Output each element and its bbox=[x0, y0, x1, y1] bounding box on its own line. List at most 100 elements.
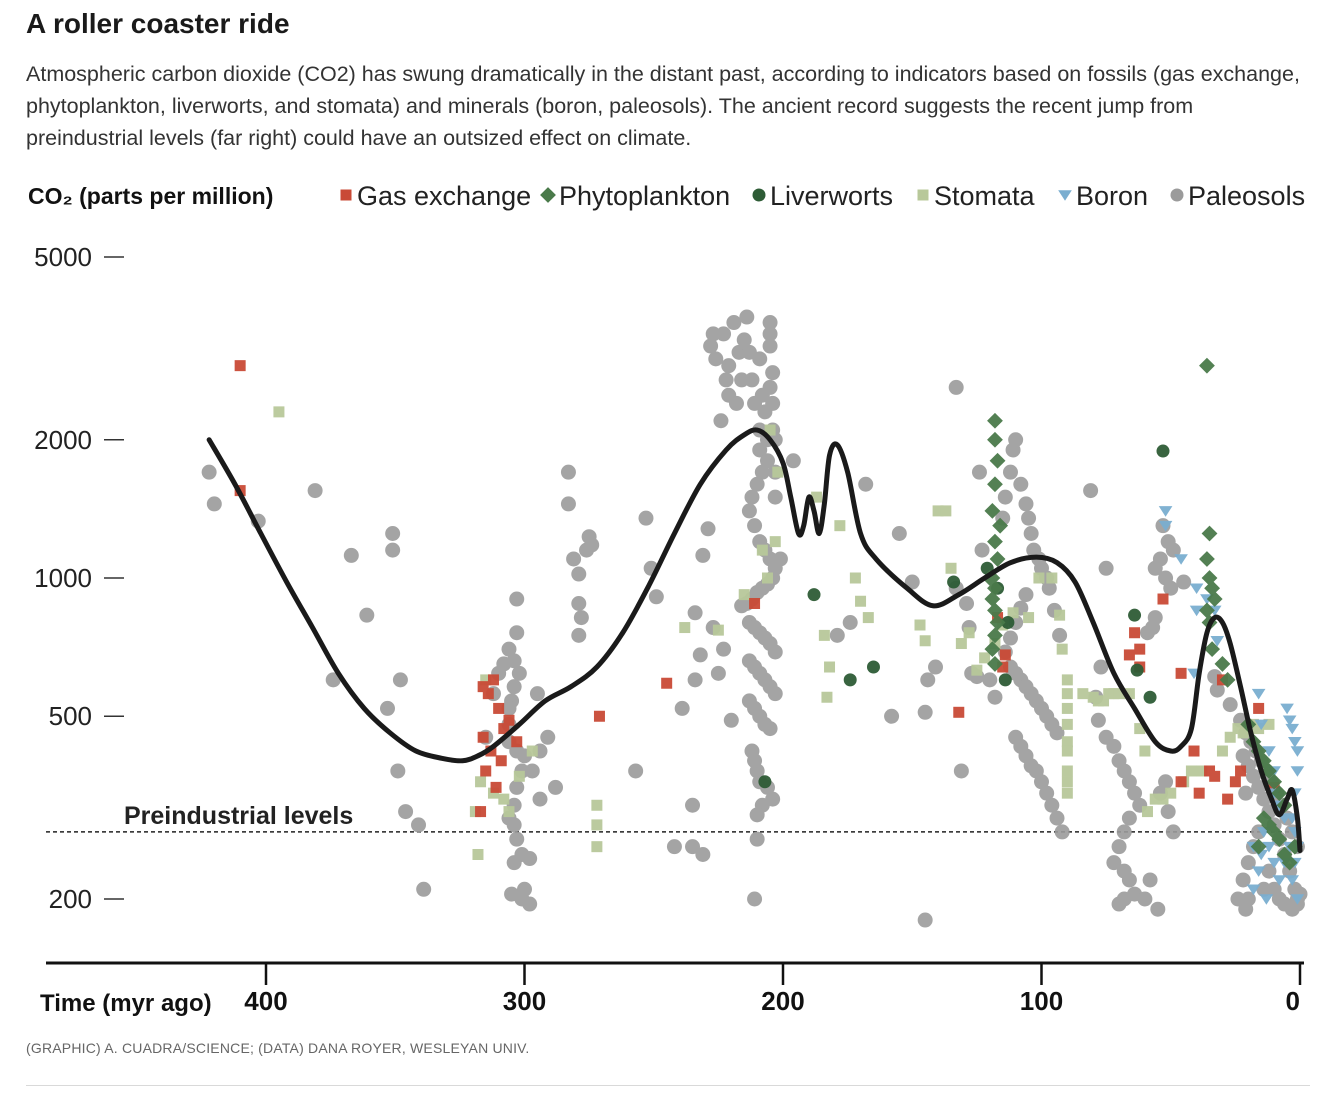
paleosols-point bbox=[1044, 797, 1060, 813]
paleosols-point bbox=[343, 547, 359, 563]
paleosols-point bbox=[1052, 627, 1068, 643]
gas-exchange-point bbox=[503, 714, 515, 726]
liverworts-point bbox=[866, 660, 880, 674]
x-tick-label: 300 bbox=[503, 986, 546, 1016]
boron-point bbox=[1290, 766, 1305, 777]
y-tick-label: 1000 bbox=[34, 563, 92, 593]
boron-point bbox=[1262, 746, 1276, 757]
stomata-point bbox=[1139, 745, 1151, 757]
legend-item-boron: Boron bbox=[1058, 181, 1148, 211]
legend-item-liverworts: Liverworts bbox=[752, 181, 893, 211]
stomata-point bbox=[1098, 695, 1110, 707]
phytoplankton-point bbox=[981, 570, 998, 586]
paleosols-point bbox=[1121, 872, 1137, 888]
paleosols-point bbox=[1256, 881, 1272, 897]
phytoplankton-point bbox=[1201, 570, 1218, 586]
paleosols-point bbox=[747, 518, 763, 534]
paleosols-point bbox=[710, 665, 726, 681]
gas-exchange-point bbox=[1134, 643, 1146, 655]
legend: CO₂ (parts per million) Gas exchange Phyto… bbox=[28, 181, 1305, 211]
paleosols-point bbox=[390, 763, 406, 779]
stomata-point bbox=[1185, 765, 1197, 777]
paleosols-point bbox=[1282, 863, 1298, 879]
paleosols-point bbox=[762, 326, 778, 342]
legend-marker-liverworts bbox=[752, 188, 766, 202]
stomata-point bbox=[273, 406, 285, 418]
stomata-point bbox=[932, 505, 944, 517]
gas-exchange-point bbox=[1175, 667, 1187, 679]
paleosols-point bbox=[891, 525, 907, 541]
paleosols-point bbox=[1008, 432, 1024, 448]
legend-marker-gas-exchange bbox=[340, 189, 352, 201]
paleosols-point bbox=[744, 489, 760, 505]
paleosols-point bbox=[1158, 774, 1174, 790]
paleosols-point bbox=[721, 358, 737, 374]
stomata-point bbox=[1077, 688, 1089, 700]
paleosols-point bbox=[1023, 525, 1039, 541]
paleosols-point bbox=[767, 686, 783, 702]
legend-marker-stomata bbox=[917, 189, 929, 201]
paleosols-point bbox=[713, 413, 729, 429]
paleosols-point bbox=[1018, 496, 1034, 512]
paleosols-point bbox=[884, 708, 900, 724]
paleosols-point bbox=[917, 912, 933, 928]
paleosols-point bbox=[1150, 901, 1166, 917]
paleosols-point bbox=[692, 647, 708, 663]
paleosols-point bbox=[858, 476, 874, 492]
liverworts-point bbox=[843, 673, 857, 687]
stomata-point bbox=[712, 624, 724, 636]
paleosols-point bbox=[1235, 872, 1251, 888]
paleosols-point bbox=[700, 521, 716, 537]
liverworts-point bbox=[998, 673, 1012, 687]
paleosols-point bbox=[703, 338, 719, 354]
paleosols-point bbox=[1111, 896, 1127, 912]
x-tick-label: 400 bbox=[244, 986, 287, 1016]
liverworts-point bbox=[1156, 444, 1170, 458]
gas-exchange-point bbox=[593, 710, 605, 722]
legend-label-phytoplankton: Phytoplankton bbox=[559, 181, 730, 211]
gas-exchange-point bbox=[498, 723, 510, 735]
paleosols-point bbox=[687, 605, 703, 621]
paleosols-point bbox=[1049, 725, 1065, 741]
gas-exchange-point bbox=[661, 677, 673, 689]
stomata-point bbox=[919, 635, 931, 647]
paleosols-point bbox=[509, 625, 525, 641]
x-tick-label: 0 bbox=[1286, 986, 1300, 1016]
paleosols-point bbox=[540, 729, 556, 745]
paleosols-point bbox=[1018, 587, 1034, 603]
stomata-point bbox=[1007, 607, 1019, 619]
stomata-point bbox=[769, 536, 781, 548]
stomata-point bbox=[914, 619, 926, 631]
phytoplankton-point bbox=[1199, 357, 1215, 374]
stomata-point bbox=[1061, 688, 1073, 700]
paleosols-point bbox=[1137, 891, 1153, 907]
paleosols-point bbox=[997, 489, 1013, 505]
boron-point bbox=[1262, 841, 1276, 853]
paleosols-point bbox=[529, 686, 545, 702]
paleosols-point bbox=[1165, 824, 1181, 840]
paleosols-point bbox=[904, 574, 920, 590]
paleosols-point bbox=[506, 855, 522, 871]
legend-label-liverworts: Liverworts bbox=[770, 181, 893, 211]
boron-point bbox=[1290, 746, 1305, 757]
phytoplankton-point bbox=[984, 641, 1001, 658]
paleosols-point bbox=[762, 721, 778, 737]
stomata-point bbox=[487, 787, 499, 799]
paleosols-point bbox=[501, 700, 517, 716]
liverworts-point bbox=[758, 775, 772, 789]
y-axis-title: CO₂ (parts per million) bbox=[28, 183, 273, 209]
gas-exchange-point bbox=[1229, 776, 1241, 788]
credit-line: (GRAPHIC) A. CUADRA/SCIENCE; (DATA) DANA… bbox=[26, 1040, 530, 1056]
paleosols-point bbox=[501, 641, 517, 657]
stomata-point bbox=[1216, 745, 1228, 757]
paleosols-point bbox=[754, 464, 770, 480]
bottom-divider bbox=[26, 1085, 1310, 1086]
stomata-point bbox=[1046, 572, 1058, 584]
stomata-point bbox=[756, 544, 768, 556]
boron-point bbox=[1285, 875, 1300, 886]
paleosols-point bbox=[201, 464, 217, 480]
stomata-point bbox=[834, 520, 846, 532]
gas-exchange-point bbox=[487, 674, 499, 686]
boron-point bbox=[1290, 894, 1305, 905]
legend-marker-phytoplankton bbox=[540, 187, 556, 203]
